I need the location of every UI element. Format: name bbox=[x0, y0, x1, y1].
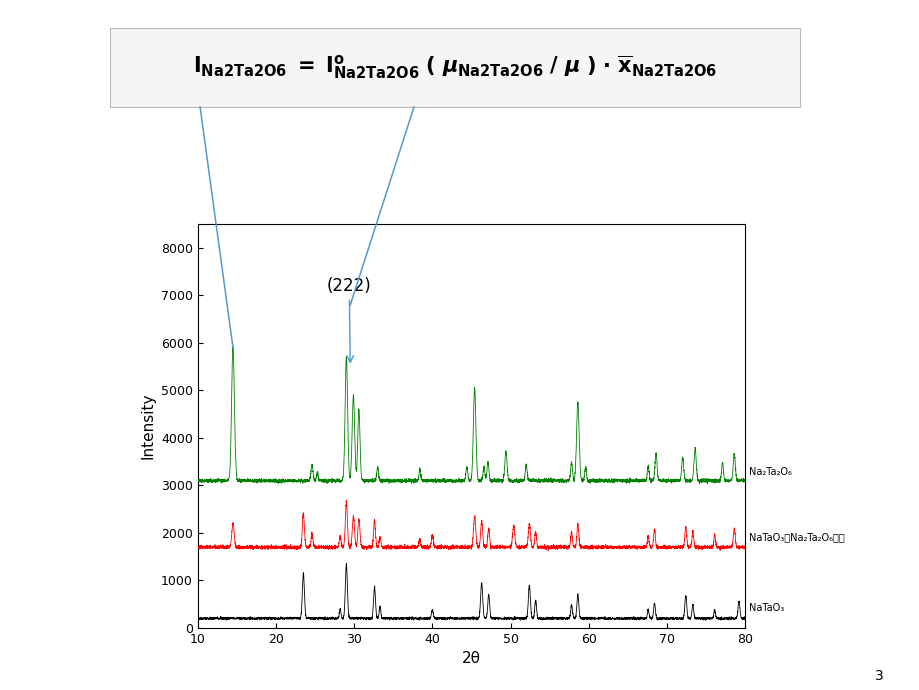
X-axis label: 2θ: 2θ bbox=[461, 651, 481, 667]
Text: (222): (222) bbox=[326, 277, 371, 362]
Text: NaTaO₃: NaTaO₃ bbox=[749, 603, 784, 613]
Y-axis label: Intensity: Intensity bbox=[141, 393, 155, 460]
Text: 3: 3 bbox=[873, 669, 882, 683]
Text: Na₂Ta₂O₆: Na₂Ta₂O₆ bbox=[749, 467, 791, 477]
Text: $\mathbf{I}_{\mathbf{Na2Ta2O6}}\ \mathbf{=}\ \mathbf{I}_{\mathbf{Na2Ta2O6}}^{\ma: $\mathbf{I}_{\mathbf{Na2Ta2O6}}\ \mathbf… bbox=[193, 53, 717, 81]
Text: NaTaO₃和Na₂Ta₂O₆混晶: NaTaO₃和Na₂Ta₂O₆混晶 bbox=[749, 532, 845, 542]
FancyBboxPatch shape bbox=[110, 28, 800, 107]
